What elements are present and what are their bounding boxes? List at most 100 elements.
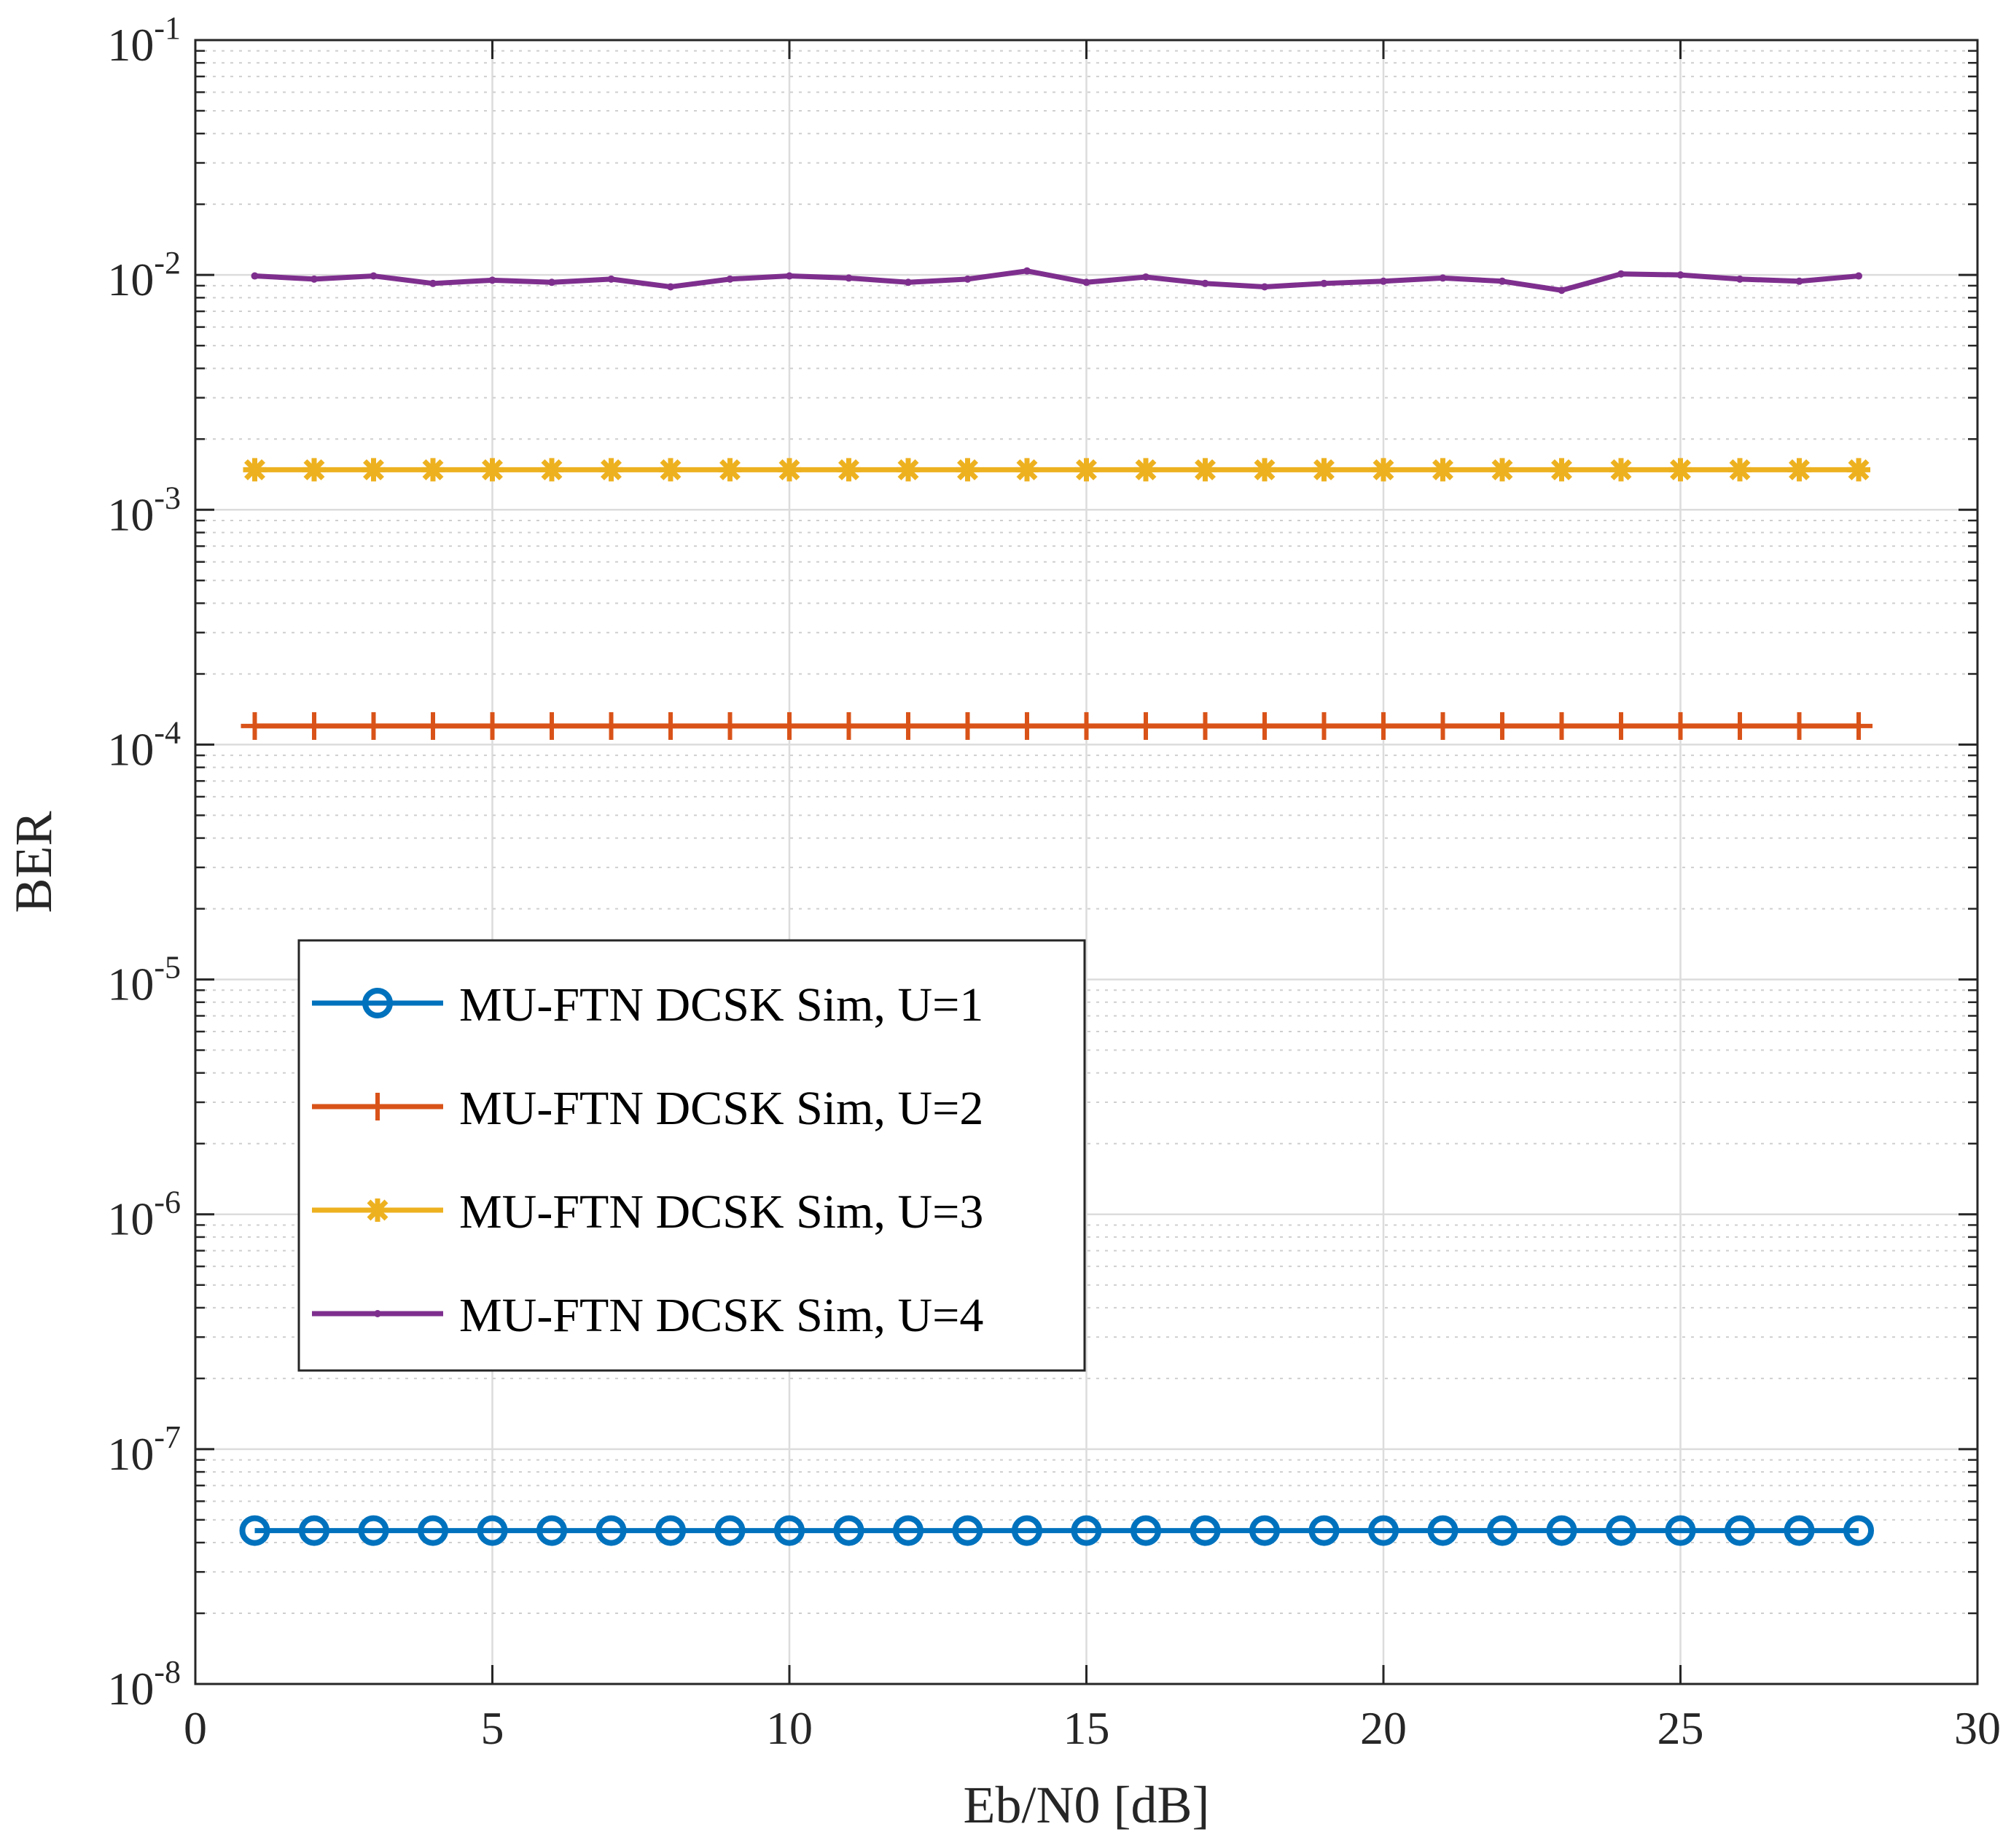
data-point-asterisk: [362, 458, 386, 482]
data-point-circle: [1725, 1515, 1755, 1546]
data-point-dot: [1676, 271, 1684, 279]
data-point-dot: [1617, 270, 1625, 278]
data-point-circle: [239, 1515, 270, 1546]
data-point-circle: [1249, 1515, 1280, 1546]
data-point-plus: [1191, 711, 1219, 740]
data-point-dot: [905, 278, 912, 286]
data-point-circle: [1071, 1515, 1102, 1546]
data-point-dot: [607, 275, 615, 283]
data-point-asterisk: [1312, 458, 1336, 482]
data-point-circle: [1665, 1515, 1696, 1546]
data-point-circle: [477, 1515, 508, 1546]
x-tick-label: 25: [1657, 1702, 1704, 1754]
data-point-asterisk: [659, 458, 682, 482]
y-tick-label: 10-1: [107, 10, 181, 71]
data-point-circle: [893, 1515, 924, 1546]
x-tick-label: 30: [1954, 1702, 2001, 1754]
data-point-circle: [714, 1515, 746, 1546]
series-3: [243, 458, 1870, 482]
data-point-plus: [1726, 711, 1754, 740]
data-point-circle: [1308, 1515, 1340, 1546]
data-point-asterisk: [1074, 458, 1098, 482]
data-point-circle: [833, 1515, 864, 1546]
data-point-plus: [953, 711, 982, 740]
data-point-asterisk: [1372, 458, 1395, 482]
data-point-circle: [1427, 1515, 1459, 1546]
data-point-dot: [1320, 279, 1328, 287]
legend-entry-2: MU-FTN DCSK Sim, U=2: [312, 1082, 983, 1135]
legend-entry-3: MU-FTN DCSK Sim, U=3: [312, 1185, 983, 1239]
data-point-dot: [488, 276, 496, 284]
data-point-plus: [1845, 711, 1873, 740]
data-point-circle: [362, 988, 393, 1018]
data-point-plus: [1132, 711, 1160, 740]
data-point-dot: [1380, 277, 1387, 285]
data-point-plus: [241, 711, 269, 740]
data-point-plus: [597, 711, 625, 740]
data-point-asterisk: [897, 458, 920, 482]
data-point-dot: [311, 275, 318, 283]
data-point-plus: [776, 711, 803, 740]
y-tick-label: 10-6: [107, 1185, 181, 1245]
data-point-asterisk: [599, 458, 623, 482]
data-point-circle: [536, 1515, 567, 1546]
data-point-circle: [418, 1515, 448, 1546]
data-point-plus: [1607, 711, 1635, 740]
series-group: [239, 267, 1874, 1546]
data-point-circle: [358, 1515, 389, 1546]
data-point-circle: [1784, 1515, 1815, 1546]
data-point-dot: [548, 278, 555, 286]
data-point-asterisk: [1847, 458, 1870, 482]
data-point-asterisk: [366, 1198, 389, 1222]
data-point-asterisk: [718, 458, 742, 482]
data-point-plus: [894, 711, 922, 740]
data-point-plus: [1429, 711, 1457, 740]
series-2: [241, 711, 1873, 740]
data-point-plus: [300, 711, 328, 740]
axis-labels: 0 5 10 15 20 25 30 10-1 10-2 10-3 10-4 10-5 10-6 10-7…: [107, 10, 2001, 1754]
data-point-plus: [1310, 711, 1338, 740]
legend-label: MU-FTN DCSK Sim, U=3: [459, 1185, 983, 1239]
data-point-circle: [299, 1515, 329, 1546]
data-point-dot: [1795, 277, 1803, 285]
data-point-dot: [374, 1310, 381, 1317]
data-point-circle: [1546, 1515, 1577, 1546]
data-point-asterisk: [1253, 458, 1276, 482]
data-point-dot: [251, 272, 259, 280]
data-point-plus: [716, 711, 744, 740]
data-point-asterisk: [1787, 458, 1811, 482]
data-point-dot: [1201, 279, 1209, 287]
data-point-plus: [1370, 711, 1397, 740]
data-point-dot: [1499, 277, 1506, 285]
legend: MU-FTN DCSK Sim, U=1 MU-FTN DCSK Sim, U=2…: [297, 939, 1086, 1372]
data-point-dot: [845, 274, 853, 282]
data-point-dot: [1439, 274, 1447, 282]
data-point-dot: [1082, 278, 1090, 286]
legend-entry-1: MU-FTN DCSK Sim, U=1: [312, 978, 983, 1032]
data-point-dot: [964, 275, 972, 283]
data-point-plus: [657, 711, 684, 740]
data-point-plus: [538, 711, 566, 740]
data-point-circle: [1190, 1515, 1221, 1546]
data-point-asterisk: [243, 458, 267, 482]
data-point-circle: [1012, 1515, 1042, 1546]
data-point-plus: [1072, 711, 1101, 740]
data-point-dot: [1855, 272, 1862, 280]
data-point-circle: [1606, 1515, 1636, 1546]
legend-box: [297, 939, 1086, 1372]
data-point-asterisk: [1728, 458, 1752, 482]
data-point-circle: [655, 1515, 686, 1546]
y-tick-label: 10-8: [107, 1654, 181, 1715]
data-point-plus: [364, 1093, 391, 1120]
data-point-asterisk: [1193, 458, 1217, 482]
legend-entry-4: MU-FTN DCSK Sim, U=4: [312, 1289, 983, 1342]
data-point-plus: [478, 711, 507, 740]
data-point-asterisk: [302, 458, 326, 482]
x-axis-title: Eb/N0 [dB]: [964, 1776, 1210, 1834]
series-4: [251, 267, 1862, 295]
data-point-asterisk: [837, 458, 861, 482]
x-tick-label: 0: [184, 1702, 207, 1754]
data-point-asterisk: [778, 458, 801, 482]
y-tick-label: 10-4: [107, 714, 181, 775]
data-point-asterisk: [540, 458, 563, 482]
